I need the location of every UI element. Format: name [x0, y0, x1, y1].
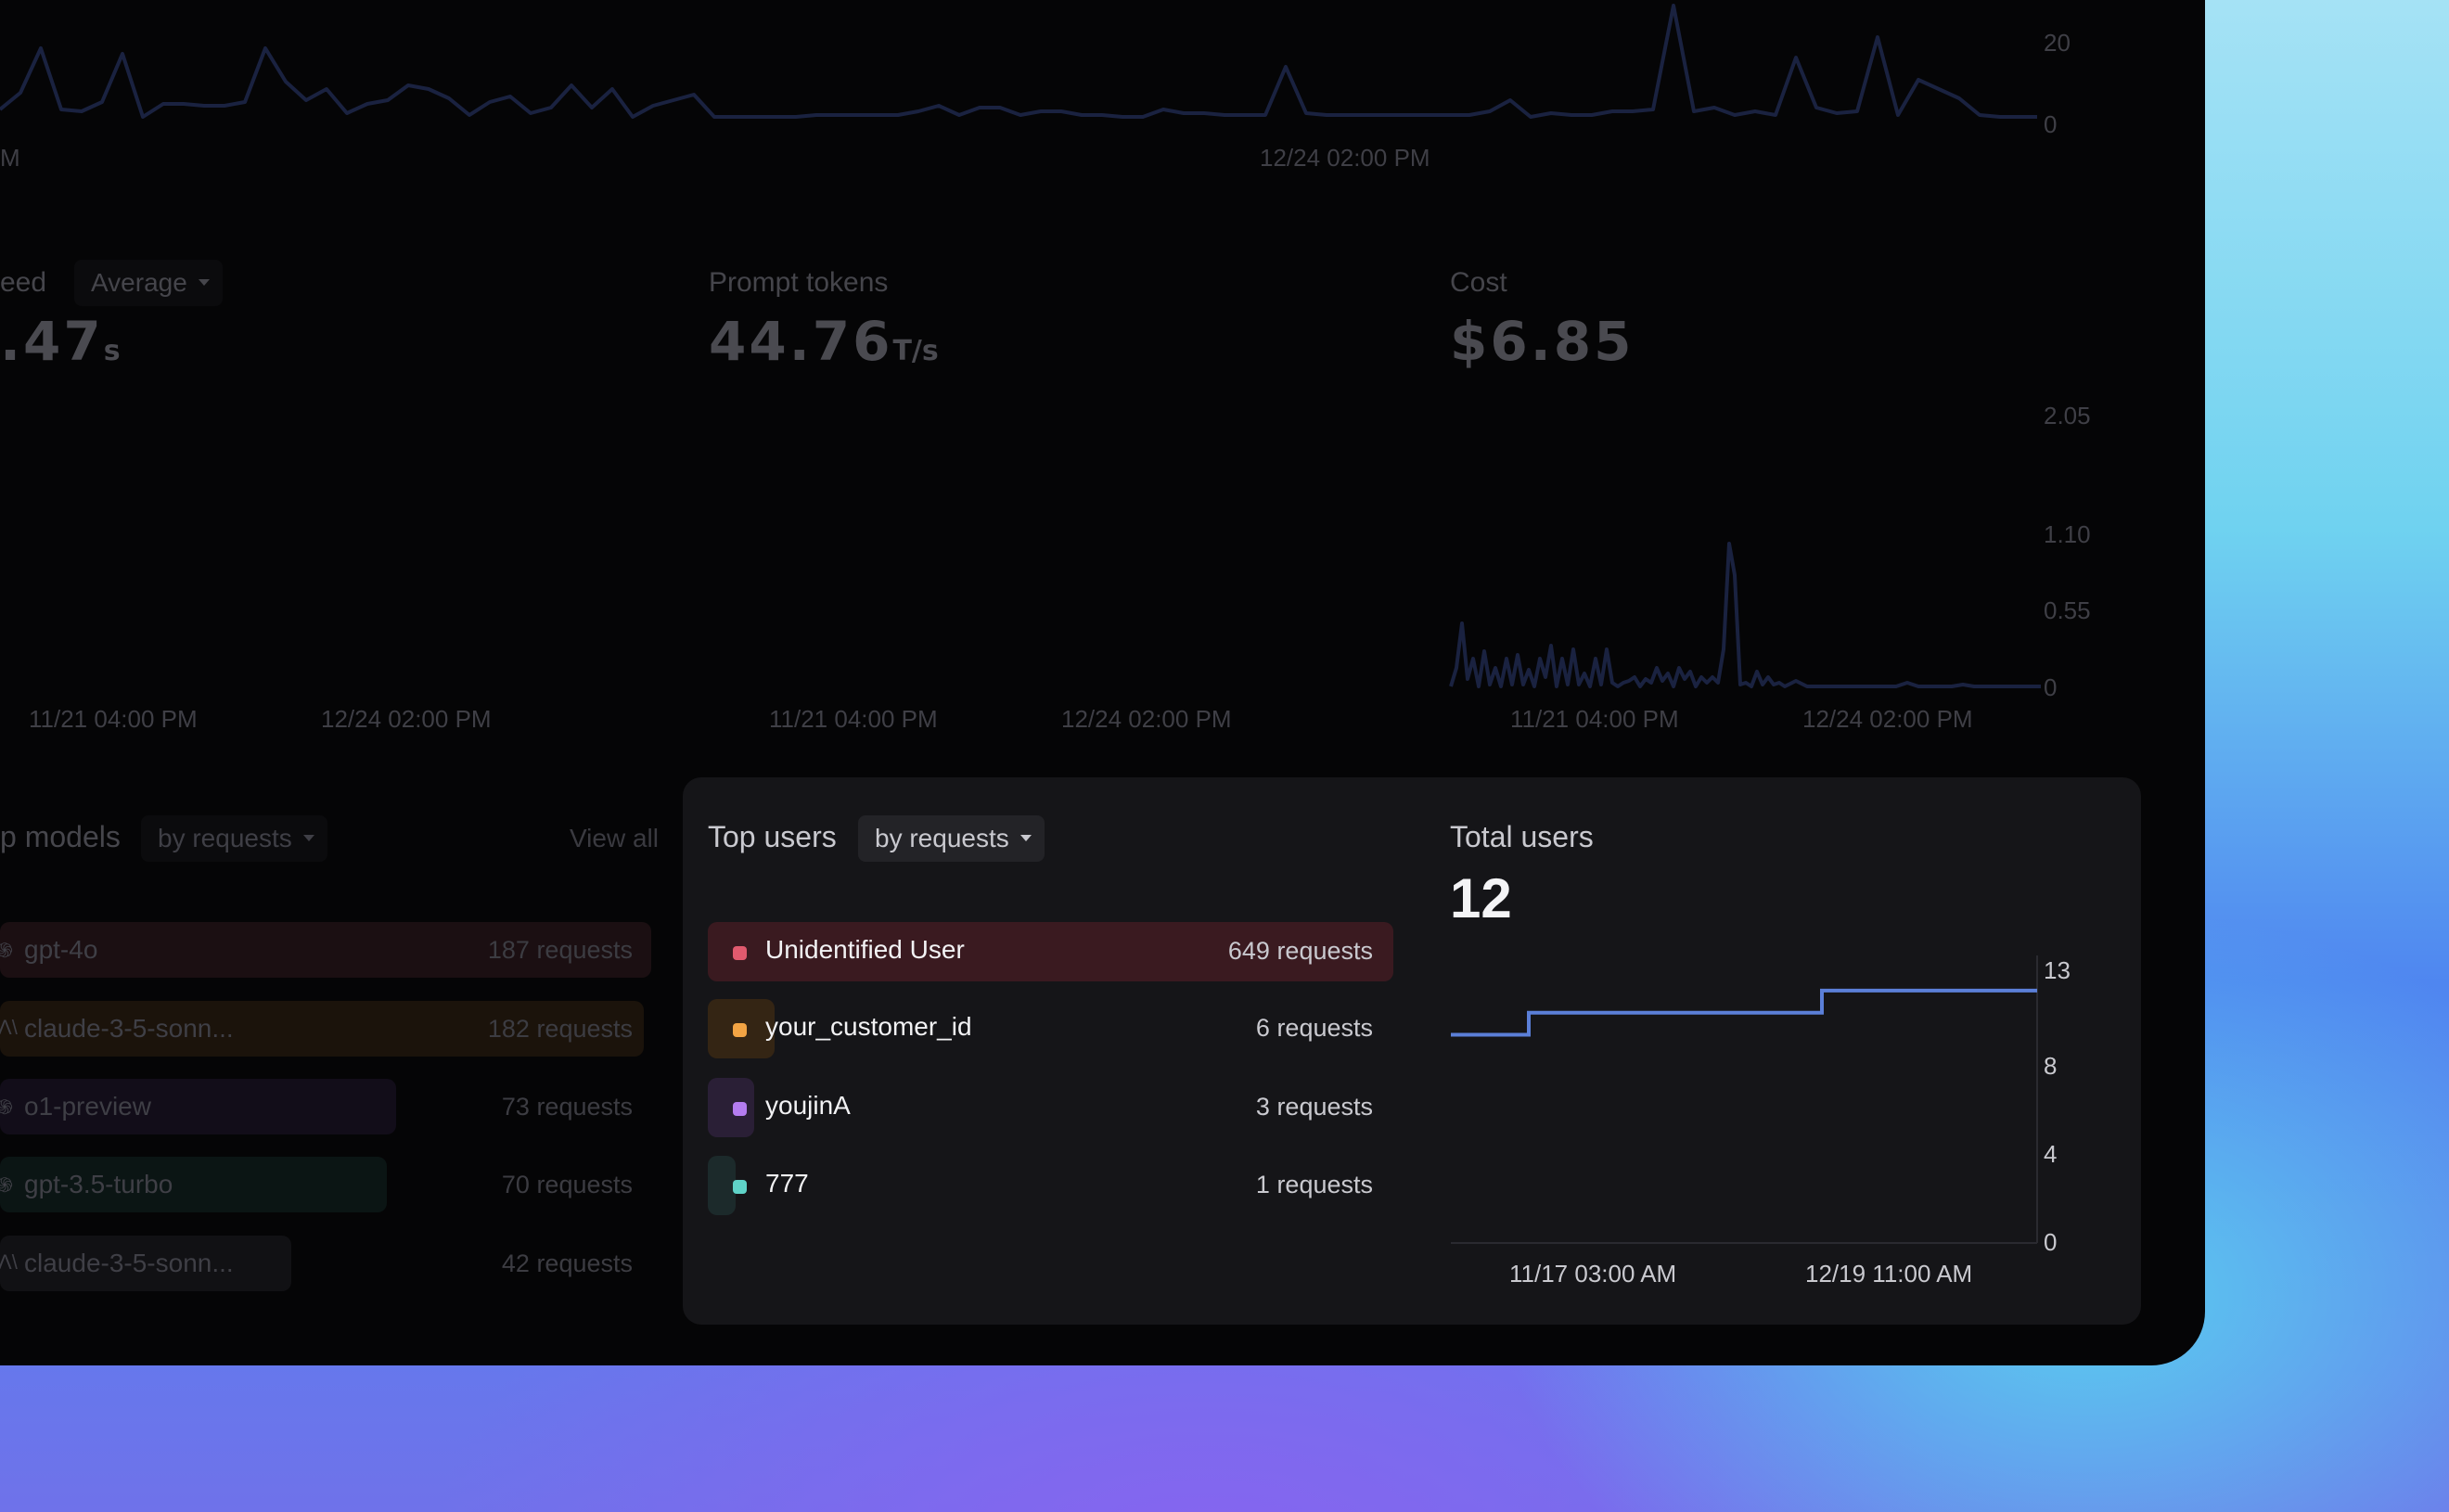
model-count: 42 requests: [501, 1249, 633, 1277]
user-name: your_customer_id: [765, 1012, 972, 1041]
dashboard-window: 20 0 M 12/24 02:00 PM eed Average .47s 1…: [0, 0, 2205, 1365]
total-users-series-line: [1451, 988, 2037, 1037]
user-name: 777: [765, 1169, 809, 1198]
user-bar: [708, 922, 1393, 981]
y-tick: 2.05: [2044, 402, 2091, 429]
x-tick: 12/24 02:00 PM: [321, 705, 492, 733]
user-name: Unidentified User: [765, 935, 965, 964]
model-count: 182 requests: [487, 1015, 633, 1043]
users-card: [683, 777, 2141, 1325]
y-tick: 0: [2044, 110, 2058, 138]
x-tick: 12/24 02:00 PM: [1061, 705, 1232, 733]
model-row[interactable]: Λ\ claude-3-5-sonn...: [0, 1236, 291, 1291]
user-count: 1 requests: [1255, 1171, 1373, 1198]
user-count: 3 requests: [1255, 1093, 1373, 1121]
y-tick: 0: [2044, 673, 2058, 701]
view-all-link[interactable]: View all: [570, 824, 659, 852]
model-count: 73 requests: [501, 1093, 633, 1121]
model-count: 187 requests: [487, 936, 633, 964]
user-row[interactable]: Unidentified User 649 requests: [708, 922, 1393, 981]
requests-series-line: [0, 4, 2037, 119]
user-count: 649 requests: [1227, 937, 1373, 965]
cost-series-line: [1449, 542, 2041, 688]
x-tick: 11/21 04:00 PM: [1510, 705, 1679, 733]
user-row[interactable]: youjinA 3 requests: [708, 1078, 1393, 1137]
top-models-sort-dropdown[interactable]: by requests: [141, 815, 327, 862]
model-count: 70 requests: [501, 1171, 633, 1198]
x-tick: 11/17 03:00 AM: [1509, 1260, 1677, 1288]
user-bar: [708, 1156, 736, 1215]
y-tick: 0: [2044, 1228, 2058, 1256]
model-row[interactable]: ֍ gpt-3.5-turbo: [0, 1157, 387, 1212]
user-color-dot: [733, 1023, 747, 1037]
requests-line-chart: [0, 4, 2037, 119]
top-models-title: p models: [0, 820, 121, 853]
model-row[interactable]: ֍ o1-preview: [0, 1079, 396, 1134]
user-row[interactable]: 777 1 requests: [708, 1156, 1393, 1215]
top-models-sort-label: by requests: [158, 824, 292, 852]
user-bar: [708, 1078, 754, 1137]
prompt-tokens-value: 44.76T/s: [709, 310, 939, 373]
model-name: claude-3-5-sonn...: [24, 1249, 234, 1277]
model-row[interactable]: Λ\ claude-3-5-sonn... 182 requests: [0, 1001, 644, 1057]
model-name: claude-3-5-sonn...: [24, 1014, 234, 1043]
openai-icon: ֍: [0, 1173, 13, 1197]
speed-number: .47: [0, 310, 104, 373]
model-name: o1-preview: [24, 1092, 151, 1121]
chevron-down-icon: [198, 279, 210, 286]
user-count: 6 requests: [1255, 1014, 1373, 1042]
top-users-title: Top users: [708, 820, 837, 853]
total-users-value: 12: [1450, 867, 1512, 929]
cost-line-chart: [1449, 542, 2041, 688]
x-tick: 12/24 02:00 PM: [1260, 144, 1430, 172]
total-users-label: Total users: [1450, 820, 1594, 853]
prompt-tokens-label: Prompt tokens: [709, 267, 889, 298]
speed-mode-label: Average: [91, 268, 187, 297]
prompt-tokens-unit: T/s: [892, 335, 939, 367]
x-tick: 12/24 02:00 PM: [1802, 705, 1973, 733]
top-users-sort-label: by requests: [875, 824, 1009, 852]
total-users-chart: [1451, 955, 2038, 1244]
speed-mode-dropdown[interactable]: Average: [74, 260, 223, 306]
chevron-down-icon: [302, 835, 314, 841]
user-color-dot: [733, 1180, 747, 1194]
x-tick: 11/21 04:00 PM: [29, 705, 198, 733]
user-name: youjinA: [765, 1091, 851, 1120]
openai-icon: ֍: [0, 939, 13, 962]
speed-value: .47s: [0, 310, 121, 373]
model-name: gpt-4o: [24, 935, 98, 964]
y-tick: 0.55: [2044, 596, 2091, 624]
x-tick: 11/21 04:00 PM: [769, 705, 938, 733]
chevron-down-icon: [1019, 835, 1032, 841]
speed-unit: s: [103, 335, 121, 367]
y-tick: 20: [2044, 29, 2071, 57]
anthropic-icon: Λ\: [0, 1016, 18, 1039]
cost-label: Cost: [1450, 267, 1507, 298]
model-name: gpt-3.5-turbo: [24, 1170, 173, 1198]
prompt-tokens-number: 44.76: [709, 310, 893, 373]
model-row[interactable]: ֍ gpt-4o 187 requests: [0, 922, 651, 978]
y-tick: 1.10: [2044, 520, 2091, 548]
x-tick: M: [0, 144, 20, 172]
user-row[interactable]: your_customer_id 6 requests: [708, 999, 1393, 1058]
y-tick: 13: [2044, 956, 2071, 984]
x-tick: 12/19 11:00 AM: [1805, 1260, 1973, 1288]
user-color-dot: [733, 946, 747, 960]
openai-icon: ֍: [0, 1096, 13, 1119]
top-users-sort-dropdown[interactable]: by requests: [858, 815, 1045, 862]
y-tick: 8: [2044, 1052, 2058, 1080]
cost-value: $6.85: [1450, 310, 1635, 373]
speed-label: eed: [0, 267, 47, 298]
user-color-dot: [733, 1102, 747, 1116]
y-tick: 4: [2044, 1140, 2058, 1168]
anthropic-icon: Λ\: [0, 1250, 18, 1274]
